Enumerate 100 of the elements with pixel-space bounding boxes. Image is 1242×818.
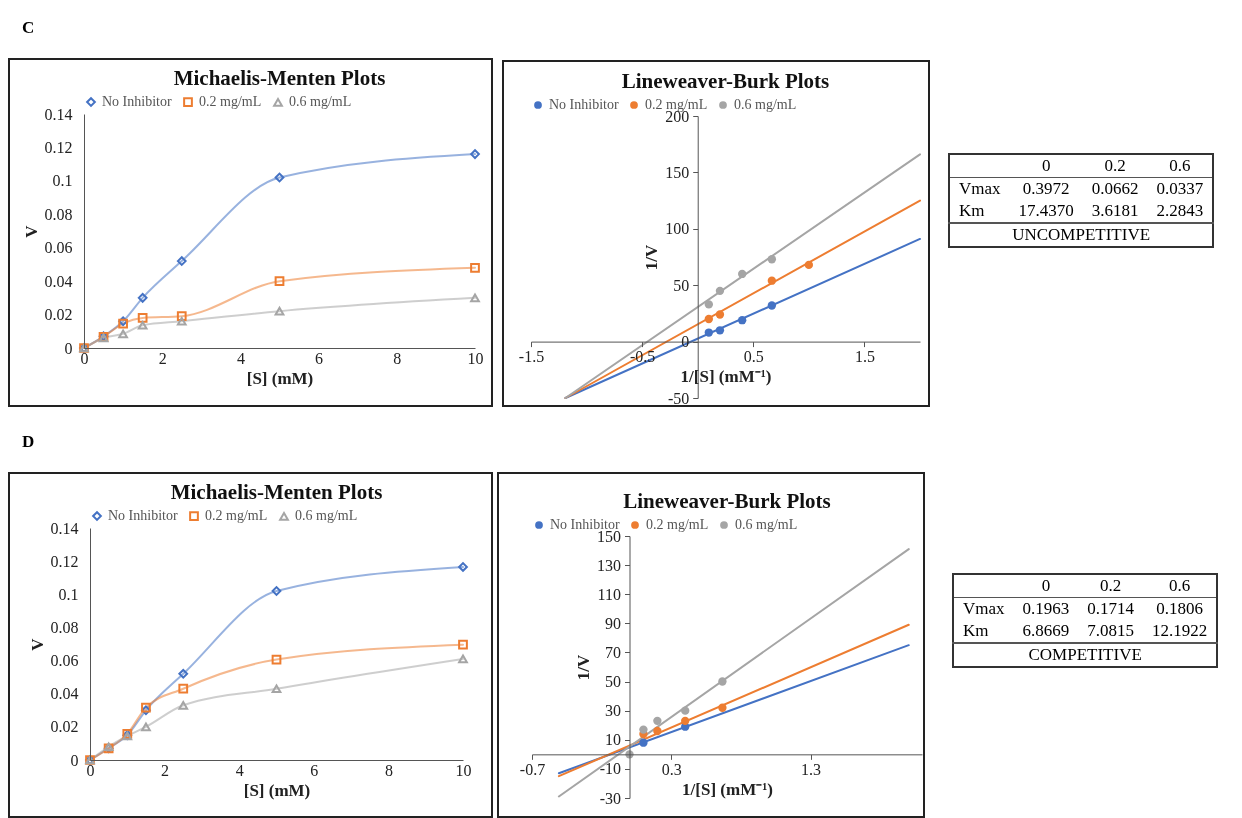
point <box>271 684 282 694</box>
x-tick-label: -1.5 <box>518 348 545 366</box>
point <box>137 320 148 330</box>
y-tick-label: 50 <box>605 673 621 691</box>
y-tick-label: 130 <box>597 556 621 574</box>
point <box>458 562 468 572</box>
point <box>737 269 747 279</box>
legend-label: 0.6 mg/mL <box>735 517 798 532</box>
x-axis-title: 1/[S] (mM⁻¹) <box>682 779 773 799</box>
point <box>137 292 148 303</box>
y-tick-label: 0.04 <box>50 685 79 703</box>
text: 0.0337 <box>1156 179 1204 198</box>
x-tick-label: 1.5 <box>854 348 875 366</box>
y-axis-title: 1/V <box>574 654 593 681</box>
point <box>639 738 648 747</box>
y-tick-label: 30 <box>605 702 621 720</box>
point <box>704 314 714 324</box>
point <box>176 311 187 322</box>
y-axis-title: V <box>21 224 41 238</box>
point <box>141 722 151 732</box>
point <box>470 293 480 303</box>
point <box>178 668 189 679</box>
y-axis-title: V <box>27 637 47 651</box>
y-tick-label: 100 <box>665 220 690 238</box>
y-tick-label: 0.12 <box>50 552 79 570</box>
text: 0.1806 <box>1156 599 1204 618</box>
y-tick-label: 70 <box>605 643 621 661</box>
point <box>271 586 282 596</box>
x-tick-label: 1.3 <box>801 760 822 778</box>
point <box>718 703 727 712</box>
point <box>715 326 725 335</box>
point <box>653 726 662 736</box>
point <box>176 256 187 266</box>
x-tick-label: 10 <box>467 349 484 367</box>
point <box>767 276 777 285</box>
text: 0.1963 <box>1022 599 1070 618</box>
y-tick-label: 0.12 <box>44 138 73 156</box>
text: 0.3972 <box>1022 179 1070 198</box>
text: 0.0662 <box>1091 179 1139 198</box>
category-label: 0.6 <box>1143 574 1218 598</box>
y-tick-label: -10 <box>599 760 621 778</box>
x-axis-title: 1/[S] (mM⁻¹) <box>680 367 772 387</box>
point <box>470 262 480 273</box>
x-tick-label: -0.7 <box>519 760 546 778</box>
x-tick-label: 2 <box>158 349 167 367</box>
text: COMPETITIVE <box>953 643 1218 667</box>
legend-label: 0.6 mg/mL <box>295 508 358 524</box>
point <box>715 310 725 319</box>
legend-label: No Inhibitor <box>549 97 619 112</box>
x-tick-label: 2 <box>161 761 170 779</box>
point <box>176 316 187 326</box>
category-label: 0 <box>1009 154 1083 178</box>
x-axis-title: [S] (mM) <box>246 368 314 388</box>
point <box>274 306 285 316</box>
y-tick-label: 110 <box>597 585 621 603</box>
text: 2.2843 <box>1156 201 1204 220</box>
y-tick-label: 10 <box>605 731 621 749</box>
x-tick-label: 0 <box>86 761 95 779</box>
point <box>274 276 285 287</box>
y-tick-label: 0.06 <box>44 239 73 257</box>
chart-title: Michaelis-Menten Plots <box>173 66 386 90</box>
text: 17.4370 <box>1018 201 1074 220</box>
x-tick-label: 8 <box>393 349 402 367</box>
chart-title: Lineweaver-Burk Plots <box>621 69 830 93</box>
point <box>681 716 690 726</box>
x-tick-label: 0.3 <box>661 760 682 778</box>
point <box>804 260 814 270</box>
chart-title: Michaelis-Menten Plots <box>170 480 383 504</box>
category-label: 0.2 <box>1078 574 1144 598</box>
y-tick-label: 0.02 <box>44 306 73 324</box>
point <box>118 329 128 339</box>
y-tick-label: 0.14 <box>50 519 79 537</box>
y-axis-title: 1/V <box>642 244 662 271</box>
point <box>715 286 725 296</box>
y-tick-label: 90 <box>605 614 621 632</box>
category-label: 0.2 <box>1082 154 1148 178</box>
point <box>704 328 714 337</box>
x-tick-label: 6 <box>310 761 319 779</box>
category-label: Vmax <box>959 179 1001 198</box>
x-tick-label: 4 <box>235 761 244 779</box>
chart-title: Lineweaver-Burk Plots <box>623 489 831 513</box>
text: 12.1922 <box>1152 621 1208 640</box>
point <box>458 654 468 664</box>
x-tick-label: 8 <box>384 761 393 779</box>
category-label: 0 <box>1013 574 1079 598</box>
point <box>470 149 480 159</box>
y-tick-label: 0.08 <box>50 618 79 636</box>
y-tick-label: 0.14 <box>44 105 73 123</box>
category-label: Km <box>959 201 985 220</box>
legend-label: 0.6 mg/mL <box>289 94 352 110</box>
y-tick-label: 50 <box>673 276 690 294</box>
legend-label: 0.2 mg/mL <box>205 508 268 524</box>
legend-label: 0.2 mg/mL <box>199 94 262 110</box>
category-label: Vmax <box>963 599 1005 618</box>
legend-label: 0.6 mg/mL <box>734 97 797 112</box>
x-axis-title: [S] (mM) <box>243 780 311 800</box>
y-tick-label: 0.06 <box>50 652 79 670</box>
x-tick-label: 4 <box>236 349 245 367</box>
category-label: 0.6 <box>1147 154 1214 178</box>
point <box>271 654 282 665</box>
